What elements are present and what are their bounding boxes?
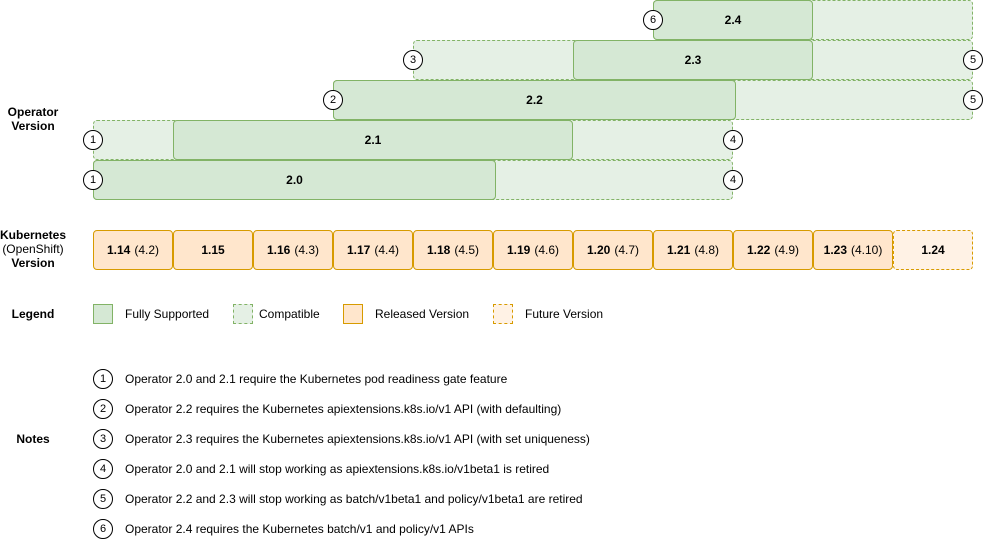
note-number-4: 4 — [93, 459, 113, 479]
operator-version-label: Operator Version — [0, 105, 66, 133]
k8s-version-1-21: 1.21 (4.8) — [653, 230, 733, 270]
legend-swatch-fully-supported — [93, 304, 113, 324]
note-text-5: Operator 2.2 and 2.3 will stop working a… — [125, 492, 583, 506]
operator-version-text: Operator Version — [7, 105, 59, 133]
note-marker-start-2-0: 1 — [83, 170, 103, 190]
kubernetes-version-label: Kubernetes (OpenShift) Version — [0, 228, 66, 270]
k8s-version-1-23: 1.23 (4.10) — [813, 230, 893, 270]
note-text-6: Operator 2.4 requires the Kubernetes bat… — [125, 522, 474, 536]
openshift-number: (4.2) — [134, 243, 160, 257]
kubernetes-text: Kubernetes — [0, 228, 67, 242]
openshift-number: (4.8) — [694, 243, 720, 257]
note-number-3: 3 — [93, 429, 113, 449]
openshift-number: (4.6) — [534, 243, 560, 257]
note-marker-end-2-2: 5 — [963, 90, 983, 110]
operator-version-2-0: 2.0 — [286, 173, 303, 187]
note-text-4: Operator 2.0 and 2.1 will stop working a… — [125, 462, 550, 476]
legend-label-compatible: Compatible — [259, 307, 320, 321]
k8s-version-1-20: 1.20 (4.7) — [573, 230, 653, 270]
k8s-number: 1.22 — [746, 243, 771, 257]
note-marker-end-2-3: 5 — [963, 50, 983, 70]
k8s-version-1-24: 1.24 — [893, 230, 973, 270]
k8s-number: 1.21 — [666, 243, 691, 257]
k8s-version-1-18: 1.18 (4.5) — [413, 230, 493, 270]
openshift-text: (OpenShift) — [2, 242, 64, 256]
fully-supported-range-2-3: 2.3 — [573, 40, 813, 80]
k8s-number: 1.14 — [106, 243, 131, 257]
k8s-number: 1.18 — [426, 243, 451, 257]
note-marker-start-2-3: 3 — [403, 50, 423, 70]
k8s-version-1-17: 1.17 (4.4) — [333, 230, 413, 270]
k8s-number: 1.16 — [266, 243, 291, 257]
k8s-version-1-19: 1.19 (4.6) — [493, 230, 573, 270]
openshift-number: (4.4) — [374, 243, 400, 257]
fully-supported-range-2-0: 2.0 — [93, 160, 496, 200]
note-text-1: Operator 2.0 and 2.1 require the Kuberne… — [125, 372, 508, 386]
openshift-number: (4.3) — [294, 243, 320, 257]
openshift-number: (4.5) — [454, 243, 480, 257]
legend-swatch-released-version — [343, 304, 363, 324]
notes-label: Notes — [16, 432, 50, 446]
operator-version-2-2: 2.2 — [526, 93, 543, 107]
operator-version-2-3: 2.3 — [684, 53, 702, 67]
k8s-number: 1.15 — [201, 243, 225, 257]
note-number-2: 2 — [93, 399, 113, 419]
note-text-2: Operator 2.2 requires the Kubernetes api… — [125, 402, 562, 416]
version-text: Version — [11, 256, 55, 270]
openshift-number: (4.7) — [614, 243, 640, 257]
k8s-number: 1.20 — [586, 243, 611, 257]
legend-label-future-version: Future Version — [525, 307, 604, 321]
legend-swatch-future-version — [493, 304, 513, 324]
k8s-version-1-22: 1.22 (4.9) — [733, 230, 813, 270]
note-number-6: 6 — [93, 519, 113, 539]
k8s-number: 1.24 — [921, 243, 945, 257]
k8s-number: 1.23 — [823, 243, 847, 257]
openshift-number: (4.9) — [774, 243, 800, 257]
k8s-version-1-15: 1.15 — [173, 230, 253, 270]
legend-swatch-compatible — [233, 304, 253, 324]
note-text-3: Operator 2.3 requires the Kubernetes api… — [125, 432, 590, 446]
note-number-1: 1 — [93, 369, 113, 389]
note-number-5: 5 — [93, 489, 113, 509]
legend-label: Legend — [11, 307, 55, 321]
note-marker-start-2-4: 6 — [643, 10, 663, 30]
fully-supported-range-2-2: 2.2 — [333, 80, 736, 120]
k8s-number: 1.17 — [346, 243, 371, 257]
k8s-version-1-16: 1.16 (4.3) — [253, 230, 333, 270]
legend-label-fully-supported: Fully Supported — [125, 307, 210, 321]
operator-version-2-4: 2.4 — [724, 13, 742, 27]
k8s-number: 1.19 — [506, 243, 531, 257]
k8s-version-1-14: 1.14 (4.2) — [93, 230, 173, 270]
note-marker-start-2-1: 1 — [83, 130, 103, 150]
operator-version-2-1: 2.1 — [364, 133, 382, 147]
note-marker-end-2-1: 4 — [723, 130, 743, 150]
fully-supported-range-2-4: 2.4 — [653, 0, 813, 40]
legend-label-released-version: Released Version — [375, 307, 470, 321]
openshift-number: (4.10) — [851, 243, 883, 257]
fully-supported-range-2-1: 2.1 — [173, 120, 573, 160]
note-marker-end-2-0: 4 — [723, 170, 743, 190]
note-marker-start-2-2: 2 — [323, 90, 343, 110]
